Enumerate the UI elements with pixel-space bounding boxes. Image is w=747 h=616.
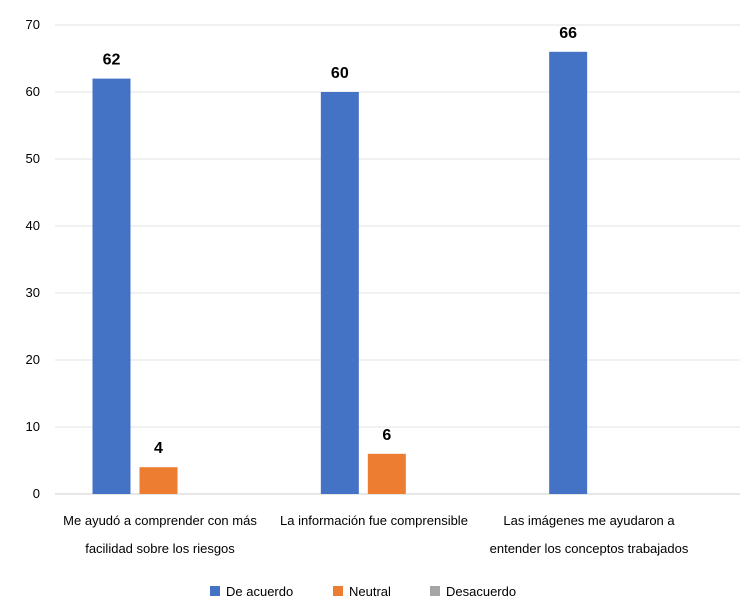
y-tick-label-40: 40 [26,218,40,233]
x-category-label-2-line-1: La información fue comprensible [280,513,468,528]
bar-de-acuerdo-1 [92,78,131,494]
legend-label-de-acuerdo: De acuerdo [226,584,293,599]
y-tick-label-60: 60 [26,84,40,99]
y-tick-label-0: 0 [33,486,40,501]
y-tick-label-50: 50 [26,151,40,166]
bar-neutral-2 [367,453,406,494]
data-label-neutral-1: 4 [154,440,163,457]
x-category-label-1-line-2: facilidad sobre los riesgos [85,541,235,556]
y-tick-label-70: 70 [26,17,40,32]
legend-label-neutral: Neutral [349,584,391,599]
bar-neutral-1 [139,467,178,494]
legend-swatch-de-acuerdo [210,586,220,596]
y-tick-label-10: 10 [26,419,40,434]
data-label-de-acuerdo-1: 62 [103,52,121,69]
x-category-label-3-line-2: entender los conceptos trabajados [490,541,689,556]
x-category-label-1-line-1: Me ayudó a comprender con más [63,513,257,528]
data-label-neutral-2: 6 [382,427,391,444]
bar-de-acuerdo-3 [549,51,588,495]
data-label-de-acuerdo-2: 60 [331,65,349,82]
legend-swatch-neutral [333,586,343,596]
x-category-label-3: Las imágenes me ayudaron a entender los c… [490,513,689,556]
x-category-label-3-line-1: Las imágenes me ayudaron a [503,513,675,528]
y-tick-label-20: 20 [26,352,40,367]
y-tick-label-30: 30 [26,285,40,300]
legend-label-desacuerdo: Desacuerdo [446,584,516,599]
legend-swatch-desacuerdo [430,586,440,596]
x-category-label-2: La información fue comprensible [280,513,468,528]
bar-de-acuerdo-2 [320,92,359,494]
x-category-label-1: Me ayudó a comprender con más facilidad s… [63,513,257,556]
data-label-de-acuerdo-3: 66 [559,25,577,42]
